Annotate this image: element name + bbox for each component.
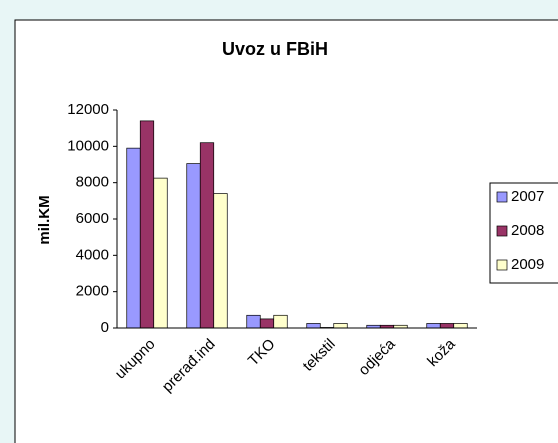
bar xyxy=(199,142,215,329)
bar xyxy=(126,147,141,329)
legend-swatch xyxy=(496,259,508,271)
y-tick-label: 12000 xyxy=(67,101,109,118)
legend-label: 2009 xyxy=(511,256,544,273)
y-tick-label: 8000 xyxy=(76,174,109,191)
bar xyxy=(186,163,201,329)
chart-area xyxy=(14,19,558,443)
bar xyxy=(306,323,321,329)
bar xyxy=(213,193,228,329)
y-tick-label: 6000 xyxy=(76,210,109,227)
y-tick-label: 2000 xyxy=(76,283,109,300)
bar xyxy=(273,314,288,329)
legend-label: 2008 xyxy=(511,222,544,239)
bar xyxy=(439,323,455,329)
legend-swatch xyxy=(496,225,508,237)
bar xyxy=(453,323,468,329)
y-tick-label: 0 xyxy=(101,319,109,336)
y-axis-label: mil.KM xyxy=(36,195,53,244)
bar xyxy=(426,323,441,329)
y-tick-label: 10000 xyxy=(67,137,109,154)
bar xyxy=(153,177,168,329)
bar xyxy=(259,318,275,329)
bar xyxy=(139,120,155,329)
legend-swatch xyxy=(496,191,508,203)
bar xyxy=(333,323,348,329)
y-tick-label: 4000 xyxy=(76,246,109,263)
bar xyxy=(246,314,261,329)
chart-title: Uvoz u FBiH xyxy=(222,39,328,59)
legend-label: 2007 xyxy=(511,188,544,205)
